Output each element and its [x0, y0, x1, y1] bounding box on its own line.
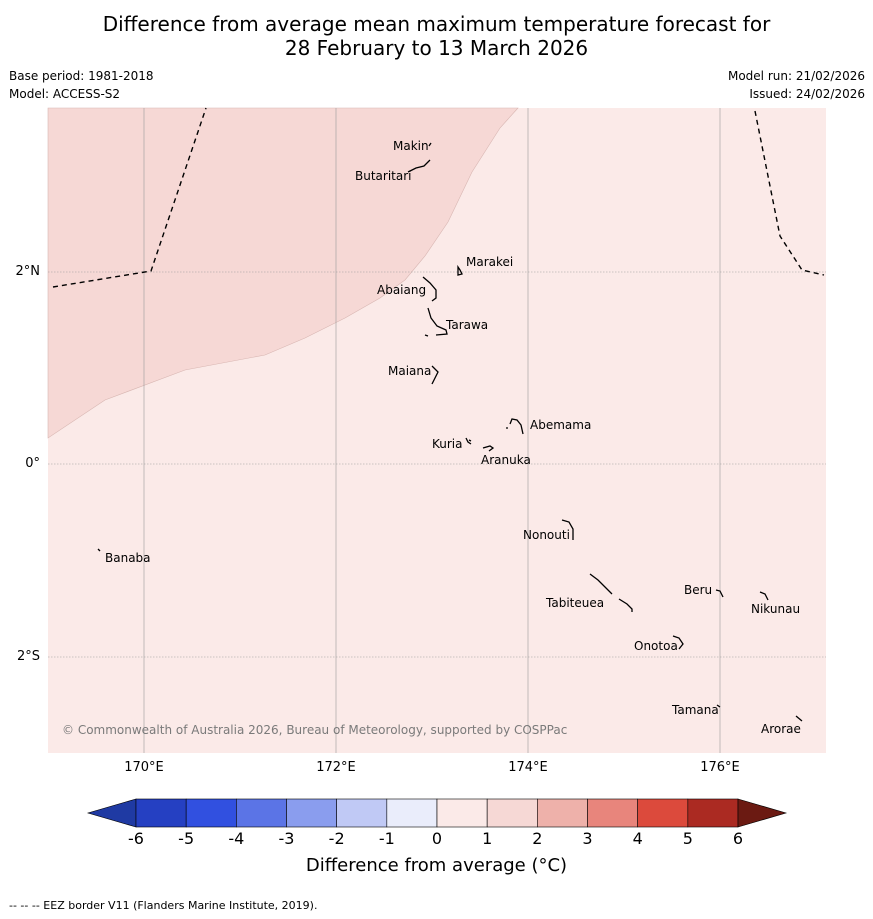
lat-label-0: 0°: [25, 456, 40, 471]
lat-label-2n: 2°N: [15, 264, 41, 279]
island-label-abaiang: Abaiang: [377, 283, 427, 297]
island-shape-abemama: [506, 418, 524, 435]
colorbar-segment: [336, 798, 388, 828]
colorbar-tick-label: 4: [632, 829, 643, 848]
colorbar-segment: [687, 798, 739, 828]
island-shape-marakei: [457, 264, 463, 276]
island-shape-tabiteuea: [589, 573, 633, 612]
chart-title: Difference from average mean maximum tem…: [0, 12, 873, 60]
lon-label-170e: 170°E: [124, 760, 164, 775]
island-label-tamana: Tamana: [672, 703, 719, 717]
island-shape-nonouti: [561, 519, 574, 540]
island-shape-onotoa: [672, 635, 684, 650]
island-shape-abaiang: [422, 276, 437, 302]
copyright-notice: © Commonwealth of Australia 2026, Bureau…: [62, 723, 568, 737]
warm-anomaly-region: [47, 107, 519, 439]
colorbar-segment: [436, 798, 488, 828]
lat-label-2s: 2°S: [16, 649, 40, 664]
issued-date: Issued: 24/02/2026: [749, 87, 865, 101]
colorbar-tick-label: -6: [128, 829, 144, 848]
island-label-butaritari: Butaritari: [355, 169, 412, 183]
colorbar-extend-low: [86, 798, 137, 828]
colorbar-tick-label: 2: [532, 829, 543, 848]
island-shape-maiana: [431, 365, 439, 385]
lon-label-176e: 176°E: [700, 760, 740, 775]
colorbar-segment: [587, 798, 638, 828]
colorbar-tick-label: 5: [682, 829, 693, 848]
island-label-nikunau: Nikunau: [751, 602, 801, 616]
island-label-tabiteuea: Tabiteuea: [546, 596, 605, 610]
model-name: Model: ACCESS-S2: [9, 87, 121, 101]
colorbar-tick-label: 3: [582, 829, 593, 848]
island-shape-tamana: [716, 704, 721, 708]
meta-left: Base period: 1981-2018 Model: ACCESS-S2: [9, 67, 154, 103]
colorbar-tick-label: -3: [278, 829, 295, 848]
island-label-nonouti: Nonouti: [523, 528, 570, 542]
lon-label-172e: 172°E: [316, 760, 356, 775]
colorbar-label: Difference from average (°C): [305, 855, 568, 876]
island-label-onotoa: Onotoa: [634, 639, 678, 653]
title-line-1: Difference from average mean maximum tem…: [102, 12, 771, 36]
island-label-maiana: Maiana: [388, 364, 432, 378]
island-label-makin: Makin: [393, 139, 429, 153]
colorbar-segment: [537, 798, 588, 828]
island-shape-butaritari: [407, 159, 431, 173]
colorbar-segment: [185, 798, 237, 828]
island-shape-aranuka: [482, 445, 495, 452]
island-shape-kuria: [465, 437, 472, 445]
title-line-2: 28 February to 13 March 2026: [284, 36, 589, 60]
island-label-marakei: Marakei: [466, 255, 514, 269]
colorbar-extend-high: [737, 798, 788, 828]
colorbar-segment: [236, 798, 287, 828]
eez-border-west: [52, 107, 207, 288]
colorbar-tick-label: -2: [328, 829, 345, 848]
colorbar-segment: [637, 798, 689, 828]
colorbar-tick-label: -5: [178, 829, 195, 848]
island-shape-makin: [428, 142, 432, 147]
island-label-banaba: Banaba: [105, 551, 151, 565]
eez-footnote: -- -- -- EEZ border V11 (Flanders Marine…: [9, 899, 318, 912]
island-shape-banaba: [97, 548, 101, 552]
colorbar-segment: [386, 798, 438, 828]
colorbar-tick-label: 0: [431, 829, 443, 848]
model-run: Model run: 21/02/2026: [727, 69, 865, 83]
lon-label-174e: 174°E: [508, 760, 548, 775]
colorbar-segment: [486, 798, 538, 828]
island-shape-tarawa: [424, 307, 448, 337]
island-label-beru: Beru: [684, 583, 713, 597]
island-label-arorae: Arorae: [761, 722, 801, 736]
island-label-aranuka: Aranuka: [481, 453, 531, 467]
island-shape-beru: [715, 589, 724, 598]
colorbar-segment: [135, 798, 187, 828]
colorbar-tick-label: 6: [732, 829, 744, 848]
base-period: Base period: 1981-2018: [9, 69, 154, 83]
island-shape-arorae: [795, 715, 803, 722]
island-label-tarawa: Tarawa: [446, 318, 489, 332]
island-shape-nikunau: [759, 591, 769, 601]
island-label-abemama: Abemama: [530, 418, 592, 432]
colorbar-tick-label: -1: [378, 829, 395, 848]
colorbar-tick-label: -4: [228, 829, 245, 848]
gridlines: [48, 108, 826, 753]
colorbar-tick-label: 1: [482, 829, 493, 848]
eez-borders: [52, 107, 825, 288]
islands: [97, 142, 803, 722]
meta-right: Model run: 21/02/2026 Issued: 24/02/2026: [728, 67, 865, 103]
eez-border-east: [754, 110, 825, 276]
colorbar-segment: [286, 798, 337, 828]
island-label-kuria: Kuria: [432, 437, 463, 451]
